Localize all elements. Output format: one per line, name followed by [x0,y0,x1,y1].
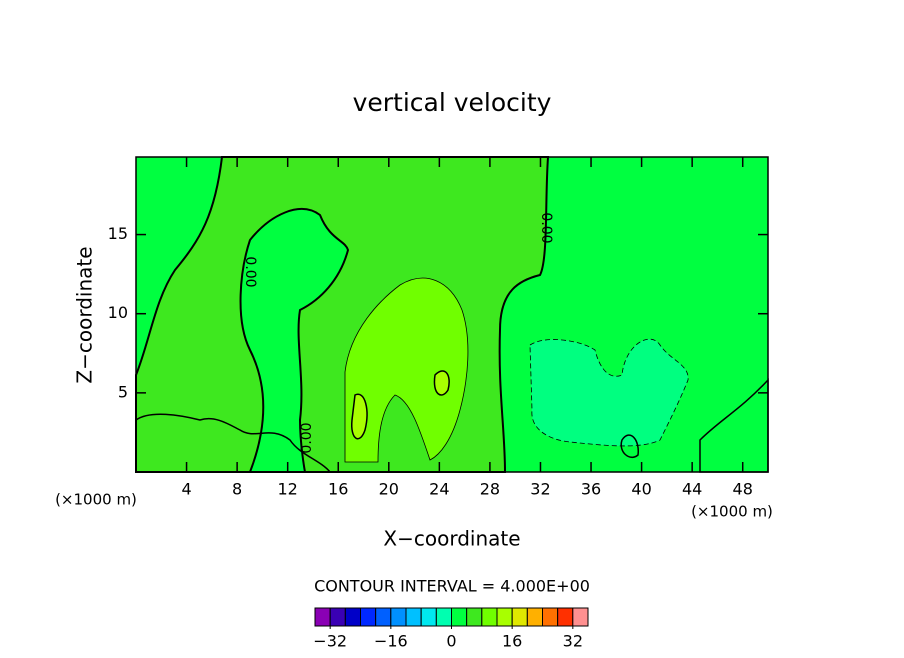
colorbar-box [451,607,468,627]
x-axis-label: X−coordinate [383,527,520,551]
field [135,156,769,473]
x-tick-label: 44 [682,480,702,499]
downdraft-region [529,338,689,447]
colorbar-box [420,607,437,627]
x-tick-label: 16 [328,480,348,499]
updraft-core [433,370,450,396]
contour-label: 0.00 [299,422,315,453]
y-axis-label: Z−coordinate [73,246,97,383]
colorbar-box [557,607,574,627]
colorbar-box [542,607,559,627]
x-tick-label: 32 [530,480,550,499]
colorbar-box [360,607,377,627]
colorbar-box [329,607,346,627]
x-tick-label: 20 [379,480,399,499]
contour-interval: CONTOUR INTERVAL = 4.000E+00 [314,577,590,596]
plot-frame [135,156,769,473]
colorbar-box [405,607,422,627]
pocket-region [239,208,350,473]
x-tick-label: 12 [278,480,298,499]
y-tick-label: 5 [118,382,128,401]
x-tick-label: 28 [480,480,500,499]
x-tick-label: 24 [429,480,449,499]
strong-updraft [344,277,469,463]
colorbar-box [390,607,407,627]
y-tick-label: 10 [108,303,128,322]
colorbar-box [572,607,589,627]
colorbar-box [435,607,453,627]
y-unit-label: (×1000 m) [55,491,137,509]
colorbar-tick-label: 32 [563,632,583,651]
colorbar-tick-label: 16 [502,632,522,651]
x-tick-label: 8 [232,480,242,499]
x-tick-label: 40 [631,480,651,499]
downdraft-core [620,434,639,459]
x-unit-label: (×1000 m) [691,503,773,521]
y-tick-label: 15 [108,224,128,243]
chart-title: vertical velocity [353,88,552,117]
x-tick-label: 4 [181,480,191,499]
colorbar-box [375,607,392,627]
colorbar-box [344,607,362,627]
x-tick-label: 36 [581,480,601,499]
colorbar-box [481,607,498,627]
colorbar-box [526,607,543,627]
contour-label: 0.00 [242,256,258,287]
contour-label: 0.00 [538,212,554,243]
colorbar-box [496,607,513,627]
updraft-core [351,393,368,440]
colorbar-box [511,607,528,627]
colorbar-box [466,607,483,627]
colorbar-tick-label: −16 [374,632,408,651]
near-surface-contours [135,413,332,473]
colorbar-box [314,607,331,627]
colorbar-tick-label: 0 [446,632,456,651]
x-tick-label: 48 [733,480,753,499]
colorbar-tick-label: −32 [313,632,347,651]
